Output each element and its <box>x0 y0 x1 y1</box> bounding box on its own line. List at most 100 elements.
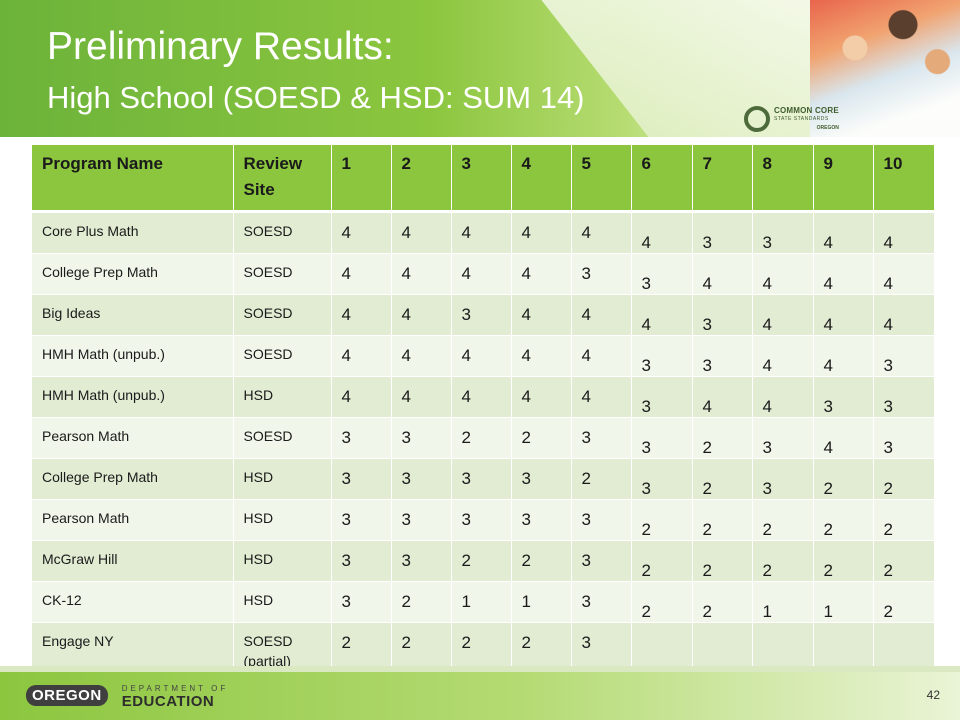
score-cell: 2 <box>752 499 814 541</box>
score-cell: 3 <box>571 540 632 582</box>
score-cell: 3 <box>571 499 632 541</box>
column-header-criterion-5: 5 <box>571 145 632 213</box>
score-cell: 4 <box>631 211 693 254</box>
score-cell: 2 <box>451 417 512 459</box>
ccss-line2: STATE STANDARDS <box>774 115 829 122</box>
score-cell: 4 <box>813 253 874 295</box>
score-cell: 2 <box>451 540 512 582</box>
score-cell: 1 <box>451 581 512 623</box>
score-cell: 4 <box>813 294 874 336</box>
score-cell: 2 <box>571 458 632 500</box>
score-cell: 2 <box>511 417 572 459</box>
column-header-criterion-8: 8 <box>752 145 814 213</box>
score-cell: 2 <box>631 581 693 623</box>
review-site-cell: HSD <box>233 540 332 582</box>
table-body: Core Plus Math SOESD 4 4 4 4 4 4 3 3 4 4 College Pre… <box>32 211 934 683</box>
column-header-criterion-2: 2 <box>391 145 452 213</box>
score-cell: 2 <box>391 581 452 623</box>
score-cell: 2 <box>873 458 934 500</box>
column-header-criterion-10: 10 <box>873 145 934 213</box>
score-cell: 4 <box>752 335 814 377</box>
score-cell: 3 <box>873 335 934 377</box>
score-cell: 4 <box>391 376 452 418</box>
score-cell: 3 <box>511 458 572 500</box>
program-name-cell: Pearson Math <box>32 499 234 541</box>
score-cell: 2 <box>511 540 572 582</box>
score-cell: 4 <box>511 335 572 377</box>
score-cell: 2 <box>692 417 753 459</box>
score-cell: 4 <box>451 253 512 295</box>
education-line: EDUCATION <box>121 693 215 710</box>
score-cell: 3 <box>451 458 512 500</box>
score-cell: 4 <box>873 211 934 254</box>
score-cell: 4 <box>331 376 392 418</box>
table-row: HMH Math (unpub.) HSD 4 4 4 4 4 3 4 4 3 3 <box>32 376 934 418</box>
score-cell: 1 <box>511 581 572 623</box>
column-header-program-name: Program Name <box>32 145 234 213</box>
program-name-cell: Core Plus Math <box>32 211 234 254</box>
score-cell: 2 <box>692 540 753 582</box>
slide-subtitle: High School (SOESD & HSD: SUM 14) <box>47 80 585 115</box>
score-cell: 2 <box>873 540 934 582</box>
score-cell: 1 <box>813 581 874 623</box>
slide-title: Preliminary Results: <box>47 25 394 68</box>
score-cell: 4 <box>571 335 632 377</box>
score-cell: 3 <box>571 581 632 623</box>
program-name-cell: HMH Math (unpub.) <box>32 376 234 418</box>
score-cell: 4 <box>571 294 632 336</box>
program-name-cell: College Prep Math <box>32 253 234 295</box>
score-cell: 4 <box>813 335 874 377</box>
program-name-cell: Big Ideas <box>32 294 234 336</box>
results-table: Program Name Review Site 1 2 3 4 5 6 7 8 9 10 Core … <box>32 145 934 683</box>
table-row: Big Ideas SOESD 4 4 3 4 4 4 3 4 4 4 <box>32 294 934 336</box>
review-site-cell: SOESD <box>233 294 332 336</box>
score-cell: 3 <box>331 581 392 623</box>
table-row: HMH Math (unpub.) SOESD 4 4 4 4 4 3 3 4 4 3 <box>32 335 934 377</box>
score-cell: 3 <box>331 458 392 500</box>
score-cell: 3 <box>752 458 814 500</box>
score-cell: 2 <box>873 499 934 541</box>
score-cell: 4 <box>451 335 512 377</box>
score-cell: 3 <box>571 417 632 459</box>
table-row: Pearson Math HSD 3 3 3 3 3 2 2 2 2 2 <box>32 499 934 541</box>
footer-band <box>0 666 960 672</box>
table-row: Pearson Math SOESD 3 3 2 2 3 3 2 3 4 3 <box>32 417 934 459</box>
students-photo <box>810 0 960 137</box>
ccss-line1: COMMON CORE <box>774 105 839 115</box>
score-cell: 4 <box>631 294 693 336</box>
program-name-cell: Pearson Math <box>32 417 234 459</box>
score-cell: 2 <box>813 499 874 541</box>
dept-line: DEPARTMENT OF <box>121 684 229 693</box>
score-cell: 4 <box>813 211 874 254</box>
program-name-cell: CK-12 <box>32 581 234 623</box>
score-cell: 4 <box>391 294 452 336</box>
header-row: Program Name Review Site 1 2 3 4 5 6 7 8 9 10 <box>32 145 934 213</box>
review-site-cell: SOESD <box>233 253 332 295</box>
score-cell: 4 <box>752 376 814 418</box>
score-cell: 4 <box>813 417 874 459</box>
score-cell: 2 <box>692 499 753 541</box>
column-header-criterion-1: 1 <box>331 145 392 213</box>
score-cell: 3 <box>692 335 753 377</box>
score-cell: 2 <box>631 499 693 541</box>
score-cell: 4 <box>511 253 572 295</box>
score-cell: 3 <box>873 376 934 418</box>
table-row: College Prep Math SOESD 4 4 4 4 3 3 4 4 4 4 <box>32 253 934 295</box>
score-cell: 3 <box>631 376 693 418</box>
score-cell: 4 <box>451 211 512 254</box>
review-site-cell: SOESD <box>233 335 332 377</box>
review-site-cell: SOESD <box>233 211 332 254</box>
oregon-wordmark: OREGON <box>26 684 108 706</box>
score-cell: 3 <box>391 499 452 541</box>
column-header-review-site: Review Site <box>233 145 332 213</box>
score-cell: 4 <box>331 211 392 254</box>
score-cell: 2 <box>631 540 693 582</box>
column-header-criterion-4: 4 <box>511 145 572 213</box>
table-row: CK-12 HSD 3 2 1 1 3 2 2 1 1 2 <box>32 581 934 623</box>
score-cell: 3 <box>692 294 753 336</box>
review-site-cell: HSD <box>233 376 332 418</box>
oregon-department-of-education-logo: OREGON DEPARTMENT OF EDUCATION <box>26 682 229 710</box>
score-cell: 3 <box>752 211 814 254</box>
score-cell: 3 <box>511 499 572 541</box>
review-site-cell: HSD <box>233 499 332 541</box>
